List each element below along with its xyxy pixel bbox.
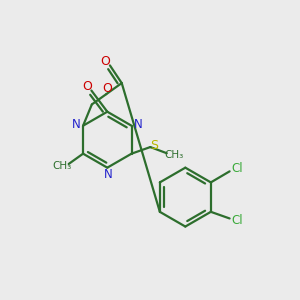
- Text: Cl: Cl: [231, 214, 243, 227]
- Text: S: S: [150, 139, 158, 152]
- Text: N: N: [72, 118, 81, 131]
- Text: O: O: [100, 55, 110, 68]
- Text: N: N: [134, 118, 142, 131]
- Text: N: N: [103, 168, 112, 181]
- Text: O: O: [82, 80, 92, 93]
- Text: CH₃: CH₃: [52, 161, 72, 171]
- Text: Cl: Cl: [231, 163, 243, 176]
- Text: CH₃: CH₃: [164, 150, 184, 160]
- Text: O: O: [102, 82, 112, 95]
